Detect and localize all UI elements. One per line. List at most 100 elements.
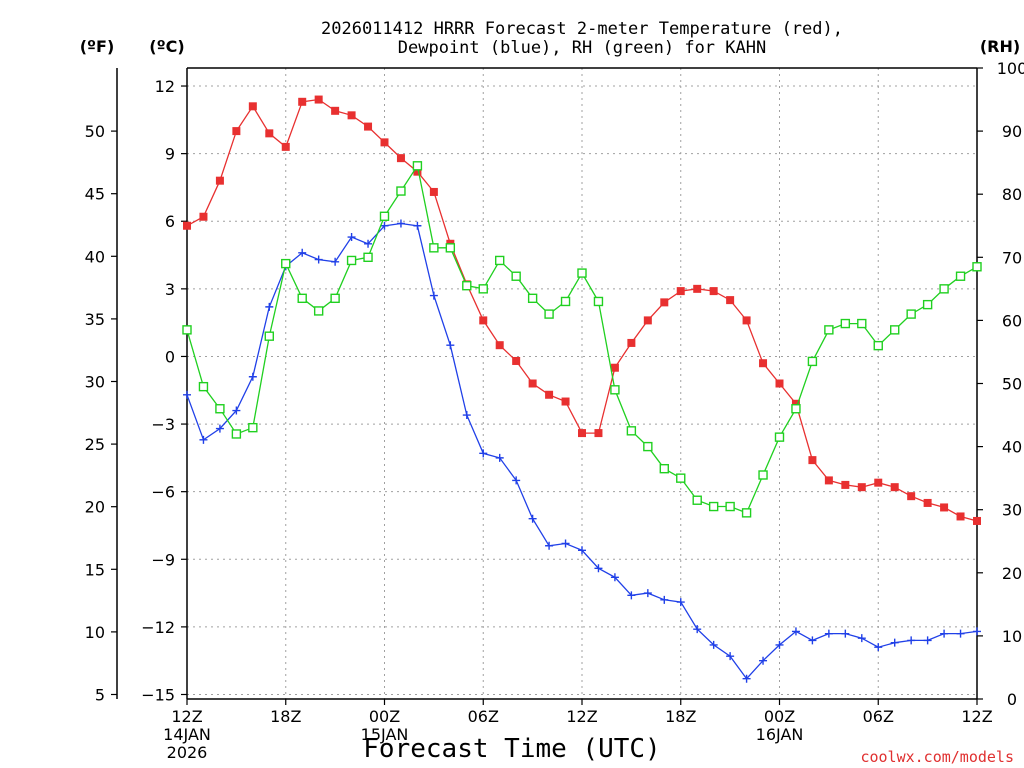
temperature-point	[660, 298, 669, 307]
rh-point	[527, 293, 538, 304]
temperature-point	[759, 359, 768, 368]
rh-point	[363, 252, 373, 263]
x-date-label: 16JAN	[756, 725, 804, 744]
rh-point	[396, 186, 406, 196]
chart-title-line1: 2026011412 HRRR Forecast 2-meter Tempera…	[321, 19, 843, 39]
temperature-point	[956, 512, 965, 521]
dewpoint-point	[857, 634, 866, 643]
rh-tick-label: 0	[1007, 690, 1017, 709]
temperature-point	[693, 284, 702, 293]
temperature-point	[298, 97, 307, 106]
dewpoint-point	[874, 643, 883, 652]
x-tick-label: 06Z	[863, 707, 894, 726]
temperature-point	[940, 503, 949, 512]
source-credit: coolwx.com/models	[860, 748, 1014, 766]
rh-point	[198, 381, 209, 392]
rh-point	[708, 501, 719, 512]
temperature-point	[643, 316, 652, 325]
x-date-label: 14JAN	[163, 725, 211, 744]
dewpoint-point	[380, 221, 389, 230]
temperature-point	[281, 142, 290, 151]
series-2-meter-temperature	[183, 95, 981, 525]
dewpoint-point	[561, 539, 570, 548]
dewpoint-point	[940, 629, 949, 638]
rh-point	[297, 293, 307, 304]
rh-tick-label: 50	[1002, 375, 1022, 394]
temperature-point	[364, 122, 373, 131]
dewpoint-point	[923, 636, 932, 645]
x-tick-label: 12Z	[171, 707, 202, 726]
dewpoint-point	[742, 674, 751, 683]
dewpoint-point	[643, 589, 652, 598]
rh-point	[906, 309, 916, 319]
temperature-point	[380, 138, 389, 147]
rh-tick-label: 100	[997, 59, 1024, 78]
temperature-point	[265, 129, 274, 138]
dewpoint-point	[331, 257, 340, 266]
celsius-tick-label: −15	[141, 685, 175, 704]
temperature-point	[578, 429, 586, 438]
fahrenheit-tick-label: 35	[85, 310, 105, 329]
x-year-label: 2026	[167, 743, 208, 762]
rh-unit-label: (RH)	[980, 37, 1020, 56]
fahrenheit-tick-label: 10	[85, 623, 105, 642]
temperature-point	[676, 287, 685, 296]
rh-point	[873, 340, 883, 351]
temperature-point	[726, 296, 735, 305]
celsius-tick-label: 12	[155, 77, 175, 96]
rh-point	[544, 309, 554, 319]
rh-tick-label: 30	[1002, 501, 1022, 520]
dewpoint-point	[232, 406, 241, 415]
dewpoint-point	[956, 629, 965, 638]
dewpoint-point	[314, 255, 323, 264]
rh-point	[676, 473, 686, 483]
dewpoint-point	[248, 372, 257, 381]
rh-tick-label: 70	[1002, 248, 1022, 267]
temperature-point	[215, 176, 224, 185]
rh-point	[659, 463, 669, 474]
temperature-point	[479, 316, 488, 325]
rh-point	[182, 325, 192, 335]
rh-point	[248, 422, 258, 433]
series-line	[186, 98, 978, 522]
rh-point	[807, 356, 818, 367]
dewpoint-point	[907, 636, 916, 645]
temperature-point	[775, 379, 784, 388]
celsius-tick-label: 6	[165, 212, 175, 231]
rh-point	[610, 385, 620, 395]
grid-lines	[187, 68, 977, 699]
dewpoint-point	[973, 627, 981, 636]
dewpoint-point	[512, 476, 521, 485]
celsius-tick-label: 0	[165, 347, 175, 366]
dewpoint-point	[627, 591, 636, 600]
dewpoint-point	[528, 514, 537, 523]
fahrenheit-tick-label: 25	[85, 435, 105, 454]
fahrenheit-unit-label: (ºF)	[80, 37, 115, 56]
temperature-point	[199, 212, 208, 221]
dewpoint-point	[298, 248, 307, 257]
x-tick-label: 18Z	[270, 707, 301, 726]
fahrenheit-tick-label: 30	[85, 372, 105, 391]
temperature-point	[512, 356, 521, 365]
rh-point	[560, 296, 571, 307]
rh-point	[577, 268, 587, 278]
dewpoint-point	[578, 546, 586, 555]
data-series	[182, 95, 982, 683]
temperature-point	[709, 287, 718, 296]
temperature-point	[594, 429, 603, 438]
dewpoint-point	[824, 629, 833, 638]
rh-point	[758, 470, 768, 480]
rh-point	[741, 508, 752, 518]
x-tick-label: 18Z	[665, 707, 696, 726]
rh-point	[939, 284, 949, 294]
rh-point	[725, 501, 735, 512]
dewpoint-point	[479, 449, 488, 458]
rh-point	[346, 255, 357, 266]
rh-tick-label: 60	[1002, 311, 1022, 330]
temperature-point	[248, 102, 257, 111]
temperature-point	[890, 483, 899, 492]
rh-point	[429, 243, 439, 253]
rh-point	[890, 325, 900, 335]
temperature-point	[429, 187, 438, 196]
